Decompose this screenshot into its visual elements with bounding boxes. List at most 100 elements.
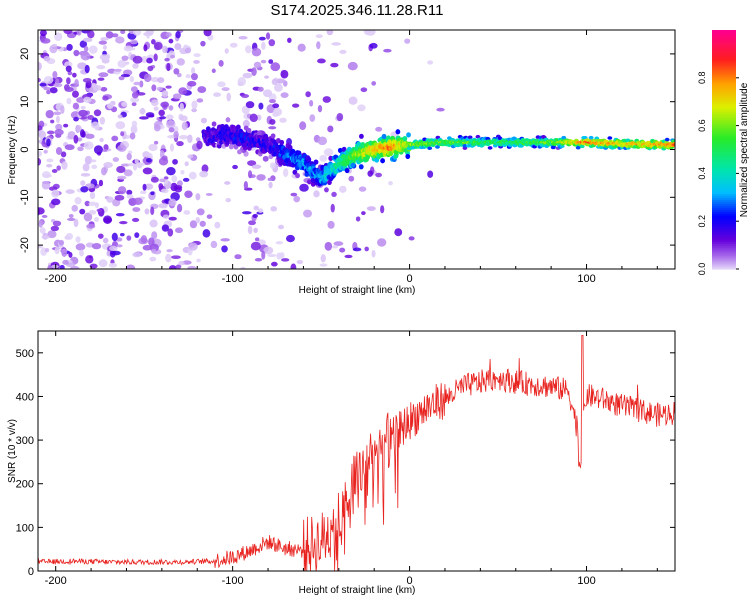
spectrogram-noise-cell bbox=[237, 77, 247, 86]
spectrogram-noise-cell bbox=[187, 154, 194, 159]
colorbar-cell bbox=[712, 203, 736, 206]
spectrogram-noise-cell bbox=[282, 168, 289, 178]
spectrogram-noise-cell bbox=[211, 68, 216, 74]
spectrogram-noise-cell bbox=[139, 116, 149, 120]
spectrogram-noise-cell bbox=[54, 246, 60, 255]
colorbar-cell bbox=[712, 171, 736, 174]
spectrogram-noise-cell bbox=[66, 77, 71, 85]
spectrogram-noise-cell bbox=[50, 198, 61, 206]
colorbar-cell bbox=[712, 71, 736, 75]
spectrogram-noise-cell bbox=[80, 51, 91, 61]
colorbar-cell bbox=[712, 87, 736, 91]
spectrogram-x-ticks: -200 -100 0 100 bbox=[45, 30, 658, 285]
spectrogram-noise-cell bbox=[132, 207, 141, 212]
colorbar-cell bbox=[712, 131, 736, 135]
spectrogram-noise-cell bbox=[103, 161, 113, 169]
spectrogram-noise-cell bbox=[109, 249, 116, 258]
spectrogram-noise-cell bbox=[116, 244, 123, 248]
spectrogram-noise-cell bbox=[93, 145, 104, 155]
spectrogram-noise-cell bbox=[166, 62, 171, 72]
spectrogram-noise-cell bbox=[199, 220, 206, 227]
snr-panel: -200 -100 0 100 0 100 200 300 400 500 Height of … bbox=[7, 330, 676, 596]
spectrogram-noise-cell bbox=[46, 138, 51, 147]
colorbar-cell bbox=[712, 251, 736, 254]
colorbar-cell bbox=[712, 113, 736, 117]
spectrogram-noise-cell bbox=[371, 249, 376, 258]
colorbar-cell bbox=[712, 233, 736, 236]
colorbar-cell bbox=[712, 123, 736, 127]
spectrogram-noise-cell bbox=[185, 74, 191, 79]
spectrogram-noise-cell bbox=[90, 159, 97, 163]
colorbar-cell bbox=[712, 45, 736, 49]
spectrogram-noise-cell bbox=[305, 91, 311, 98]
x-tick-label: 100 bbox=[577, 273, 595, 285]
spectrogram-noise-cell bbox=[220, 238, 230, 242]
spectrogram-signal-cell bbox=[588, 135, 594, 140]
colorbar-cell bbox=[712, 207, 736, 210]
colorbar-cell bbox=[712, 65, 736, 69]
y-tick-label: -10 bbox=[19, 189, 31, 205]
spectrogram-noise-cell bbox=[80, 129, 85, 138]
spectrogram-noise-cell bbox=[268, 59, 274, 64]
spectrogram-noise-cell bbox=[193, 53, 201, 58]
spectrogram-noise-cell bbox=[261, 250, 266, 260]
spectrogram-noise-cell bbox=[98, 179, 104, 187]
spectrogram-noise-cell bbox=[355, 216, 361, 222]
spectrogram-noise-cell bbox=[166, 114, 174, 120]
spectrogram-noise-cell bbox=[55, 146, 63, 155]
spectrogram-noise-cell bbox=[75, 243, 86, 251]
spectrogram-noise-cell bbox=[195, 216, 200, 224]
colorbar-cell bbox=[712, 145, 736, 149]
spectrogram-noise-cell bbox=[166, 166, 176, 176]
spectrogram-noise-cell bbox=[100, 37, 109, 41]
colorbar-cell bbox=[712, 43, 736, 47]
spectrogram-noise-cell bbox=[251, 164, 262, 169]
spectrogram-noise-cell bbox=[256, 114, 262, 121]
spectrogram-signal-cell bbox=[467, 135, 473, 140]
spectrogram-noise-cell bbox=[143, 73, 152, 83]
spectrogram-noise-cell bbox=[175, 31, 181, 39]
colorbar-cell bbox=[712, 59, 736, 63]
spectrogram-noise-cell bbox=[85, 183, 95, 189]
spectrogram-noise-cell bbox=[251, 67, 257, 76]
spectrogram-noise-cell bbox=[377, 238, 387, 247]
colorbar-cell bbox=[712, 99, 736, 103]
snr-y-axis-label: SNR (10 * v/v) bbox=[7, 419, 18, 483]
spectrogram-noise-cell bbox=[161, 224, 170, 232]
spectrogram-noise-cell bbox=[165, 85, 172, 89]
spectrogram-noise-cell bbox=[38, 77, 41, 83]
spectrogram-noise-cell bbox=[168, 38, 174, 44]
spectrogram-noise-cell bbox=[133, 81, 141, 86]
colorbar-cell bbox=[712, 217, 736, 220]
y-tick-label: 0 bbox=[19, 146, 31, 152]
spectrogram-noise-cell bbox=[38, 157, 42, 166]
spectrogram-signal-cell bbox=[402, 136, 408, 142]
spectrogram-noise-cell bbox=[148, 143, 158, 152]
spectrogram-noise-cell bbox=[72, 90, 79, 98]
spectrogram-noise-cell bbox=[59, 264, 65, 269]
colorbar-cell bbox=[712, 239, 736, 242]
spectrogram-noise-cell bbox=[161, 90, 169, 98]
spectrogram-noise-cell bbox=[169, 143, 174, 152]
spectrogram-noise-cell bbox=[100, 86, 108, 92]
spectrogram-noise-cell bbox=[292, 103, 300, 108]
spectrogram-noise-cell bbox=[315, 34, 323, 39]
spectrogram-signal-cell bbox=[324, 187, 329, 193]
spectrogram-noise-cell bbox=[111, 232, 118, 242]
spectrogram-noise-cell bbox=[41, 235, 50, 240]
spectrogram-noise-cell bbox=[145, 30, 155, 35]
colorbar-cell bbox=[712, 165, 736, 169]
spectrogram-noise-cell bbox=[149, 256, 157, 262]
spectrogram-noise-cell bbox=[85, 133, 95, 139]
spectrogram-noise-cell bbox=[317, 104, 323, 113]
spectrogram-noise-cell bbox=[115, 212, 125, 217]
spectrogram-noise-cell bbox=[98, 259, 108, 268]
spectrogram-noise-cell bbox=[112, 157, 120, 162]
spectrogram-noise-cell bbox=[253, 227, 258, 234]
spectrogram-noise-cell bbox=[319, 263, 328, 267]
spectrogram-noise-cell bbox=[168, 216, 177, 221]
spectrogram-noise-cell bbox=[78, 109, 88, 117]
spectrogram-noise-cell bbox=[87, 30, 95, 39]
spectrogram-noise-cell bbox=[191, 67, 196, 75]
